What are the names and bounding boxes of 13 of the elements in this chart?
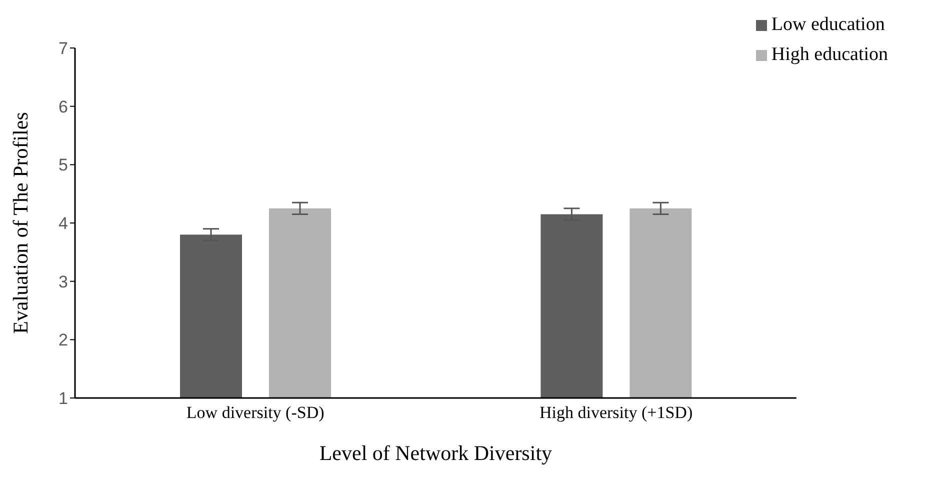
x-tick-label: High diversity (+1SD) <box>539 403 693 422</box>
y-tick-label: 7 <box>58 39 68 58</box>
y-tick-label: 2 <box>58 330 68 350</box>
y-axis-title: Evaluation of The Profiles <box>8 112 32 334</box>
y-tick-label: 5 <box>58 156 68 175</box>
y-tick-label: 4 <box>58 214 68 234</box>
y-tick-label: 1 <box>58 389 68 408</box>
y-tick-label: 6 <box>58 97 68 116</box>
x-axis-title: Level of Network Diversity <box>319 441 553 465</box>
y-tick-label: 3 <box>58 272 68 292</box>
legend-label: Low education <box>771 14 885 35</box>
x-tick-label: Low diversity (-SD) <box>186 403 324 422</box>
legend-label: High education <box>771 44 888 65</box>
